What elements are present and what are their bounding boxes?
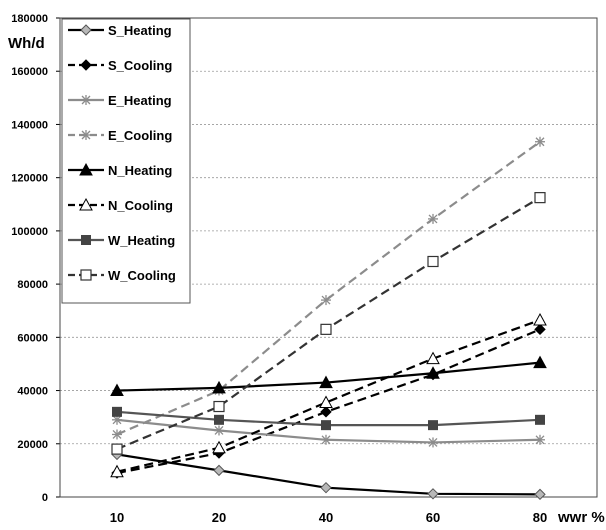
legend-marker <box>80 24 92 36</box>
legend: S_Heating S_Cooling E_Heating E_Cooling N_He… <box>61 18 191 304</box>
data-point-n-cooling <box>319 395 333 409</box>
data-point-e-cooling <box>428 213 438 224</box>
data-point-n-heating <box>426 366 440 379</box>
data-point-w-cooling <box>427 255 439 268</box>
data-point-n-cooling <box>110 464 124 478</box>
data-point-e-heating <box>428 437 438 448</box>
y-tick-label: 0 <box>42 492 48 504</box>
x-tick-label: 20 <box>212 510 226 525</box>
y-tick-label: 100000 <box>11 226 48 238</box>
data-point-w-cooling <box>534 192 546 204</box>
x-tick-label: 60 <box>426 510 440 525</box>
y-tick-label: 140000 <box>11 119 48 131</box>
legend-item-s-heating: S_Heating <box>68 23 172 38</box>
legend-marker <box>80 59 92 71</box>
data-point-s-cooling <box>534 323 546 336</box>
legend-label: S_Heating <box>108 23 172 38</box>
data-point-n-cooling <box>426 351 440 365</box>
plot-border <box>59 17 598 498</box>
series-n-cooling <box>110 312 547 478</box>
y-tick-label: 180000 <box>11 13 48 25</box>
series-s-heating <box>111 448 546 501</box>
data-point-n-heating <box>533 355 547 369</box>
data-point-e-heating <box>535 434 545 445</box>
data-point-w-heating <box>321 420 331 431</box>
data-point-s-heating <box>534 488 546 501</box>
data-point-n-cooling <box>212 440 226 454</box>
x-tick-label: 40 <box>319 510 333 525</box>
legend-item-s-cooling: S_Cooling <box>68 58 172 73</box>
legend-marker <box>81 95 91 105</box>
y-tick-label: 160000 <box>11 66 48 78</box>
data-point-n-heating <box>319 375 333 389</box>
series-n-heating <box>110 355 547 397</box>
legend-item-e-cooling: E_Cooling <box>68 128 172 143</box>
data-point-s-cooling <box>320 406 332 418</box>
axes: 0 20000 40000 60000 80000 100000 120000 140000 1… <box>11 13 598 525</box>
data-point-e-cooling <box>112 429 122 440</box>
data-point-n-heating <box>110 383 124 397</box>
series-e-heating <box>112 414 545 448</box>
legend-item-n-heating: N_Heating <box>68 162 172 178</box>
data-point-w-cooling <box>111 443 123 455</box>
data-point-s-heating <box>213 464 225 477</box>
data-point-e-heating <box>321 434 331 445</box>
data-point-w-cooling <box>213 400 225 413</box>
legend-item-w-cooling: W_Cooling <box>68 268 176 283</box>
series-w-heating <box>112 406 545 431</box>
series-layer <box>110 136 547 501</box>
legend-item-e-heating: E_Heating <box>68 93 172 108</box>
data-point-e-heating <box>112 414 122 425</box>
data-point-e-cooling <box>535 136 545 147</box>
legend-marker <box>79 197 93 211</box>
legend-label: E_Cooling <box>108 128 172 143</box>
legend-label: W_Heating <box>108 233 175 248</box>
legend-marker <box>79 162 93 176</box>
x-axis-title: wwr % <box>557 509 605 525</box>
data-point-e-cooling <box>321 295 331 306</box>
x-tick-label: 80 <box>533 510 547 525</box>
data-point-w-heating <box>428 420 438 431</box>
legend-label: N_Cooling <box>108 198 173 213</box>
x-tick-label: 10 <box>110 510 124 525</box>
y-tick-label: 80000 <box>17 279 48 291</box>
y-tick-label: 40000 <box>17 386 48 398</box>
y-tick-label: 120000 <box>11 173 48 185</box>
legend-marker <box>80 269 92 281</box>
legend-marker <box>81 235 91 245</box>
data-point-n-heating <box>212 380 226 394</box>
legend-label: W_Cooling <box>108 268 176 283</box>
data-point-w-heating <box>214 414 224 425</box>
legend-label: S_Cooling <box>108 58 172 73</box>
data-point-s-heating <box>427 488 439 500</box>
y-axis-title: Wh/d <box>8 35 45 52</box>
data-point-w-cooling <box>320 323 332 335</box>
y-tick-label: 20000 <box>17 439 48 451</box>
data-point-w-heating <box>112 406 122 417</box>
legend-item-n-cooling: N_Cooling <box>68 197 173 213</box>
legend-label: N_Heating <box>108 163 172 178</box>
y-tick-label: 60000 <box>17 332 48 344</box>
data-point-e-heating <box>214 425 224 436</box>
series-w-cooling <box>111 192 546 455</box>
series-line-n-cooling <box>116 319 541 473</box>
legend-label: E_Heating <box>108 93 172 108</box>
data-point-w-heating <box>535 414 545 425</box>
legend-item-w-heating: W_Heating <box>68 233 175 248</box>
data-point-n-cooling <box>533 312 547 326</box>
data-point-s-heating <box>320 481 332 494</box>
legend-marker <box>81 130 91 140</box>
series-line-e-cooling <box>116 140 541 436</box>
